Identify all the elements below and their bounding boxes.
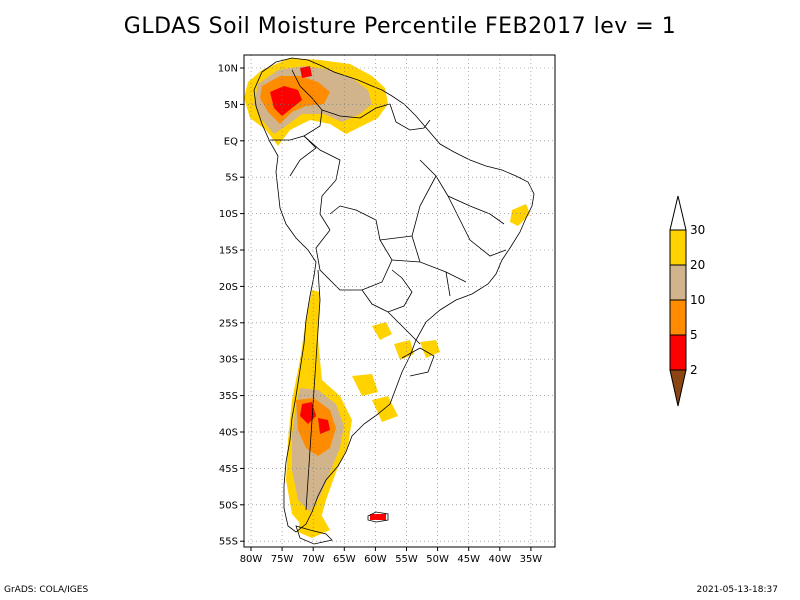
border-argentina-brazil (387, 311, 421, 345)
colorbar-bottom-arrow (669, 369, 687, 407)
lat-label: EQ (224, 136, 238, 147)
lon-label: 35W (520, 554, 543, 565)
shade-central-yellow-3 (420, 340, 440, 358)
colorbar-label-10: 10 (690, 293, 705, 307)
border-guianas (389, 103, 431, 131)
border-peru-brazil (303, 135, 341, 231)
lon-label: 55W (395, 554, 418, 565)
lon-label: 80W (240, 554, 263, 565)
lat-label: 20S (219, 282, 238, 293)
shade-south-red-2 (318, 418, 330, 434)
longitude-axis: 80W 75W 70W 65W 60W 55W 50W 45W 40W 35W (240, 547, 543, 565)
map-title: GLDAS Soil Moisture Percentile FEB2017 l… (123, 14, 677, 39)
lon-label: 50W (426, 554, 449, 565)
colorbar-top-arrow (669, 195, 687, 231)
lat-label: 10N (218, 64, 238, 75)
shade-central-yellow-2 (394, 340, 414, 360)
border-paraguay (361, 269, 413, 313)
lon-label: 70W (302, 554, 325, 565)
lat-label: 40S (219, 428, 238, 439)
colorbar-label-20: 20 (690, 258, 705, 272)
shade-falklands (370, 514, 386, 520)
tierra-del-fuego-outline (295, 525, 333, 545)
colorbar-bin-10-20 (669, 264, 687, 301)
border-venezuela-brazil (321, 103, 391, 119)
colorbar-bin-5-10 (669, 299, 687, 336)
lon-label: 60W (364, 554, 387, 565)
country-borders (253, 57, 535, 545)
latitude-axis: 10N 5N EQ 5S 10S 15S 20S 25S 30S 35S 40S 45S 50S 55S (218, 64, 244, 548)
timestamp: 2021-05-13-18:37 (696, 585, 779, 595)
lat-label: 10S (219, 209, 238, 220)
colorbar-label-5: 5 (690, 328, 698, 342)
lon-label: 75W (271, 554, 294, 565)
border-colombia-venezuela (291, 69, 323, 137)
grads-credit: GrADS: COLA/IGES (4, 585, 89, 595)
shade-central-yellow-4 (352, 374, 378, 396)
colorbar-bin-2-5 (669, 334, 687, 371)
plot-frame (243, 54, 556, 548)
lon-label: 45W (457, 554, 480, 565)
lat-label: 5N (224, 100, 238, 111)
shade-central-yellow-5 (372, 396, 398, 422)
shade-east-brazil-yellow (510, 204, 530, 226)
south-america-coastline (253, 57, 535, 533)
colorbar-label-2: 2 (690, 363, 698, 377)
colorbar-bin-20-30 (669, 229, 687, 266)
lon-label: 65W (333, 554, 356, 565)
lon-label: 40W (488, 554, 511, 565)
shade-central-yellow-1 (372, 322, 392, 340)
shade-north-red (270, 86, 302, 116)
lat-label: 35S (219, 391, 238, 402)
lat-label: 15S (219, 246, 238, 257)
lat-label: 50S (219, 500, 238, 511)
border-colombia-ecuador-peru (270, 135, 317, 177)
shade-north-red-2 (300, 66, 312, 78)
border-bolivia (315, 205, 393, 291)
percentile-shading (244, 58, 530, 538)
shade-tierra-del-fuego (298, 516, 330, 538)
border-chile-argentina (305, 269, 321, 511)
colorbar-label-30: 30 (690, 223, 705, 237)
lat-label: 25S (219, 318, 238, 329)
border-brazil-states (379, 159, 507, 297)
lat-label: 5S (225, 173, 238, 184)
lat-label: 45S (219, 464, 238, 475)
lat-label: 55S (219, 537, 238, 548)
lat-label: 30S (219, 355, 238, 366)
border-uruguay (401, 347, 435, 377)
falklands-outline (367, 511, 389, 523)
colorbar: 30 20 10 5 2 (669, 195, 705, 407)
